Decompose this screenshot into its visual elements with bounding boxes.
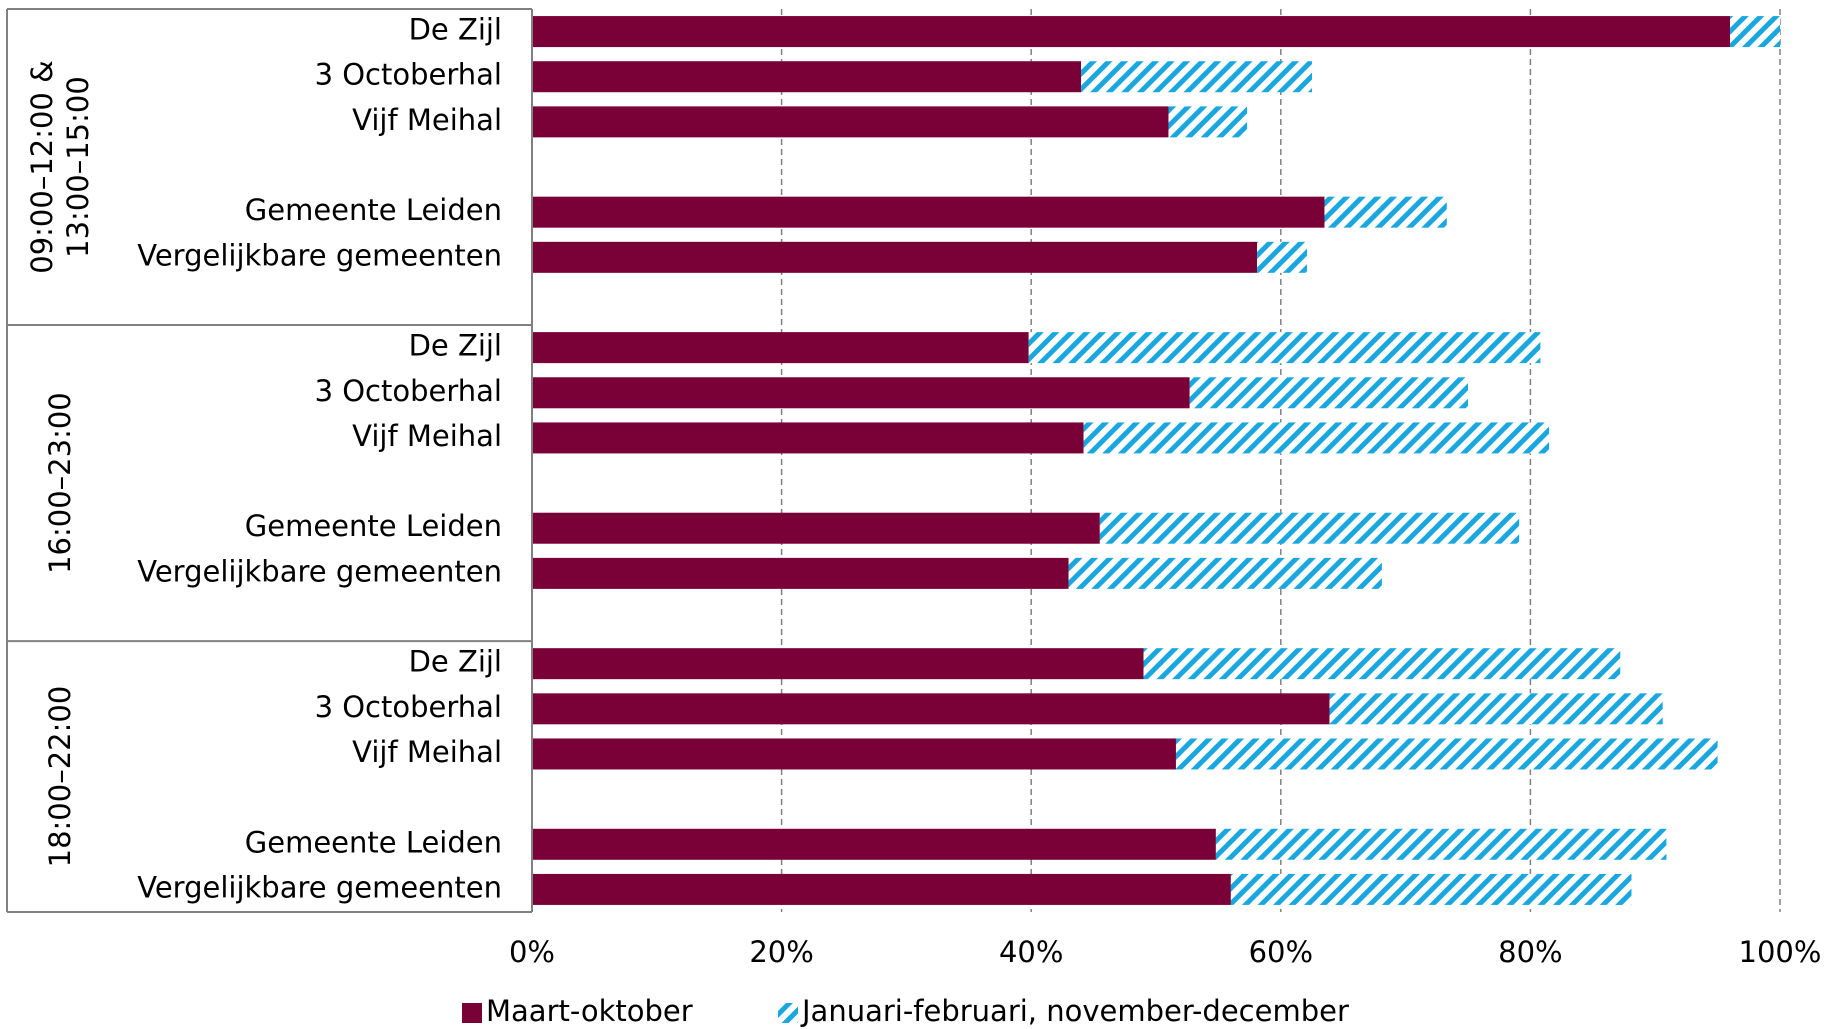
bar xyxy=(532,377,1190,409)
x-tick-label: 20% xyxy=(749,935,813,969)
bar xyxy=(532,557,1069,589)
x-tick-label: 80% xyxy=(1498,935,1562,969)
bar xyxy=(1215,828,1667,860)
bar xyxy=(1175,738,1718,770)
y-tick-label: De Zijl xyxy=(409,329,502,363)
y-tick-label: Vergelijkbare gemeenten xyxy=(137,554,502,588)
x-tick-label: 100% xyxy=(1739,935,1822,969)
bar xyxy=(1028,332,1541,364)
y-tick-label: Vergelijkbare gemeenten xyxy=(137,238,502,272)
group-label: 16:00–23:00 xyxy=(43,392,77,574)
bar xyxy=(532,196,1325,228)
x-tick-label: 0% xyxy=(509,935,555,969)
bar xyxy=(532,241,1258,273)
y-tick-label: 3 Octoberhal xyxy=(315,374,502,408)
legend-label: Maart-oktober xyxy=(486,994,693,1028)
bar xyxy=(532,332,1029,364)
bar xyxy=(1329,693,1663,725)
y-tick-label: Vergelijkbare gemeenten xyxy=(137,870,502,904)
bar xyxy=(532,693,1330,725)
bar xyxy=(532,828,1216,860)
bar xyxy=(532,16,1731,48)
bar xyxy=(1230,873,1632,905)
group-label: 13:00–15:00 xyxy=(61,76,95,258)
bar xyxy=(1099,512,1520,544)
bar xyxy=(1730,16,1780,48)
bar xyxy=(1081,61,1312,93)
bar xyxy=(532,873,1231,905)
bar xyxy=(1257,241,1308,273)
x-tick-label: 40% xyxy=(999,935,1063,969)
bar xyxy=(532,422,1084,454)
y-tick-label: 3 Octoberhal xyxy=(315,690,502,724)
bar xyxy=(532,106,1169,138)
y-tick-label: Gemeente Leiden xyxy=(245,509,502,543)
bar xyxy=(1168,106,1248,138)
bar xyxy=(1068,557,1382,589)
y-tick-label: Gemeente Leiden xyxy=(245,825,502,859)
bar xyxy=(532,648,1144,680)
bar xyxy=(1083,422,1550,454)
bar xyxy=(1324,196,1447,228)
y-tick-label: De Zijl xyxy=(409,645,502,679)
bar xyxy=(1189,377,1468,409)
group-label: 09:00–12:00 & xyxy=(25,60,59,273)
y-tick-label: De Zijl xyxy=(409,13,502,47)
y-tick-label: Vijf Meihal xyxy=(352,103,502,137)
y-tick-label: Vijf Meihal xyxy=(352,735,502,769)
bar xyxy=(532,61,1082,93)
x-tick-label: 60% xyxy=(1249,935,1313,969)
y-tick-label: Vijf Meihal xyxy=(352,419,502,453)
legend-label: Januari-februari, november-december xyxy=(800,994,1349,1028)
bar xyxy=(1143,648,1621,680)
y-tick-label: Gemeente Leiden xyxy=(245,193,502,227)
bar xyxy=(532,738,1176,770)
legend-swatch xyxy=(778,1003,798,1023)
y-tick-label: 3 Octoberhal xyxy=(315,58,502,92)
legend-swatch xyxy=(462,1003,482,1023)
bar xyxy=(532,512,1100,544)
group-label: 18:00–22:00 xyxy=(43,686,77,868)
